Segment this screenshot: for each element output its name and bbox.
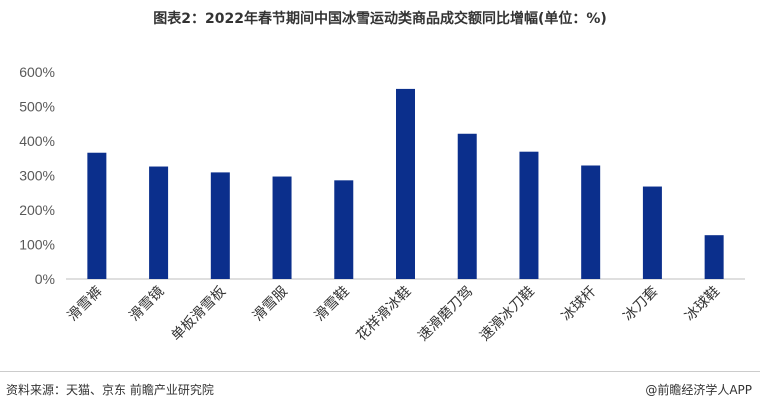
bar-滑雪服 <box>272 176 292 279</box>
bar-花样滑冰鞋 <box>396 88 415 279</box>
bar-滑雪裤 <box>87 152 107 279</box>
chart-title: 图表2：2022年春节期间中国冰雪运动类商品成交额同比增幅(单位：%) <box>153 11 607 27</box>
bar-冰球杆 <box>581 165 601 279</box>
bar-速滑冰刀鞋 <box>519 151 539 279</box>
x-tick-label: 滑雪镜 <box>126 283 168 325</box>
x-tick-label: 单板滑雪板 <box>168 283 230 345</box>
bar-单板滑雪板 <box>210 172 230 279</box>
y-tick-label: 0% <box>35 271 55 287</box>
bar-滑雪鞋 <box>334 180 354 279</box>
x-tick-label: 速滑磨刀驾 <box>415 283 477 345</box>
x-tick-label: 速滑冰刀鞋 <box>476 283 538 345</box>
x-tick-label: 滑雪裤 <box>64 283 106 325</box>
bar-速滑磨刀驾 <box>457 133 477 279</box>
x-tick-label: 冰球鞋 <box>682 284 723 325</box>
y-tick-label: 300% <box>19 168 55 184</box>
y-tick-label: 600% <box>19 64 55 80</box>
bar-冰球鞋 <box>704 235 724 279</box>
x-tick-label: 冰球杆 <box>558 284 599 325</box>
footer-divider <box>0 371 760 372</box>
y-tick-label: 400% <box>19 133 55 149</box>
y-tick-label: 200% <box>19 202 55 218</box>
y-tick-label: 100% <box>19 237 55 253</box>
bar-chart: 0% 100% 200% 300% 400% 500% 600% 滑雪裤 滑雪镜 单板滑雪板 滑雪服… <box>19 64 745 345</box>
source-note: 资料来源：天猫、京东 前瞻产业研究院 <box>6 383 214 397</box>
x-tick-label: 滑雪鞋 <box>311 283 353 325</box>
y-tick-label: 500% <box>19 99 55 115</box>
x-tick-label: 花样滑冰鞋 <box>353 283 415 345</box>
credit-note: @前瞻经济学人APP <box>645 383 752 397</box>
x-tick-label: 滑雪服 <box>249 283 291 325</box>
bar-滑雪镜 <box>149 166 169 279</box>
bar-冰刀套 <box>642 186 662 279</box>
x-tick-label: 冰刀套 <box>620 284 661 325</box>
